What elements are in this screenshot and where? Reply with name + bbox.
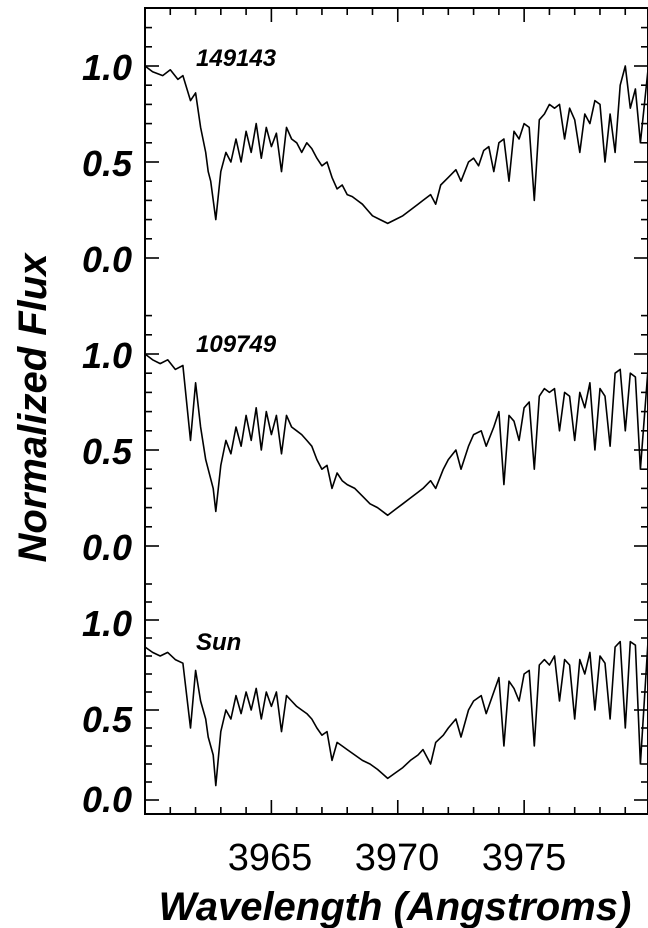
- series-layer: [144, 65, 648, 787]
- x-tick-label: 3965: [228, 837, 313, 879]
- series-label: 109749: [196, 331, 277, 358]
- spectrum-line: [144, 65, 648, 225]
- y-tick-label: 1.0: [82, 603, 132, 644]
- y-tick-label: 0.0: [82, 239, 132, 280]
- y-tick-label: 1.0: [82, 335, 132, 376]
- y-tick-label: 0.0: [82, 527, 132, 568]
- x-tick-label: 3970: [355, 837, 440, 879]
- y-tick-label: 0.0: [82, 779, 132, 820]
- y-tick-label: 0.5: [82, 699, 133, 740]
- series-label: Sun: [196, 629, 241, 656]
- spectrum-line: [144, 353, 648, 517]
- spectrum-line: [144, 640, 648, 787]
- x-tick-label: 3975: [482, 837, 567, 879]
- y-axis-title: Normalized Flux: [11, 252, 55, 563]
- x-axis-title: Wavelength (Angstroms): [159, 885, 632, 928]
- y-tick-label: 0.5: [82, 431, 133, 472]
- y-tick-label: 1.0: [82, 47, 132, 88]
- series-label: 149143: [196, 45, 277, 72]
- y-tick-label: 0.5: [82, 143, 133, 184]
